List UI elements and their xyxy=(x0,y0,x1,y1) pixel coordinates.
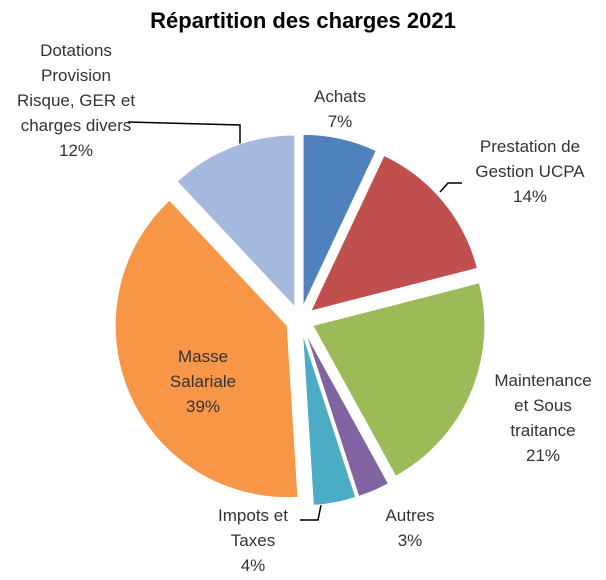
label-category: Prestation de Gestion UCPA xyxy=(475,137,585,181)
label-category: Masse Salariale xyxy=(169,347,237,391)
data-label: Maintenance et Sous traitance 21% xyxy=(492,368,594,468)
label-category: Achats xyxy=(314,87,366,106)
pie-slice xyxy=(312,282,486,477)
data-label: Dotations Provision Risque, GER et charg… xyxy=(14,38,139,163)
label-value: 39% xyxy=(185,397,221,416)
label-value: 12% xyxy=(58,141,94,160)
pie-slice xyxy=(114,199,299,499)
label-value: 21% xyxy=(525,446,561,465)
data-label: Masse Salariale 39% xyxy=(158,344,248,419)
label-category: Maintenance et Sous traitance xyxy=(494,371,592,440)
data-label: Autres 3% xyxy=(370,503,450,553)
leader-line xyxy=(300,499,323,521)
pie-slice xyxy=(176,134,296,309)
chart-title: Répartition des charges 2021 xyxy=(150,8,456,33)
label-category: Autres xyxy=(385,506,435,525)
pie-slice xyxy=(305,332,390,498)
pie-slice xyxy=(302,333,357,506)
label-value: 4% xyxy=(240,556,266,575)
pie-slice xyxy=(302,133,377,307)
leader-line xyxy=(439,182,462,193)
label-value: 7% xyxy=(327,112,353,131)
leader-line xyxy=(127,121,241,148)
label-category: Impots et Taxes xyxy=(218,506,288,550)
data-label: Achats 7% xyxy=(295,84,385,134)
data-label: Prestation de Gestion UCPA 14% xyxy=(475,134,585,209)
label-category: Dotations Provision Risque, GER et charg… xyxy=(16,41,136,135)
pie-slice xyxy=(309,154,478,312)
label-value: 14% xyxy=(512,187,548,206)
data-label: Impots et Taxes 4% xyxy=(206,503,301,578)
label-value: 3% xyxy=(397,531,423,550)
